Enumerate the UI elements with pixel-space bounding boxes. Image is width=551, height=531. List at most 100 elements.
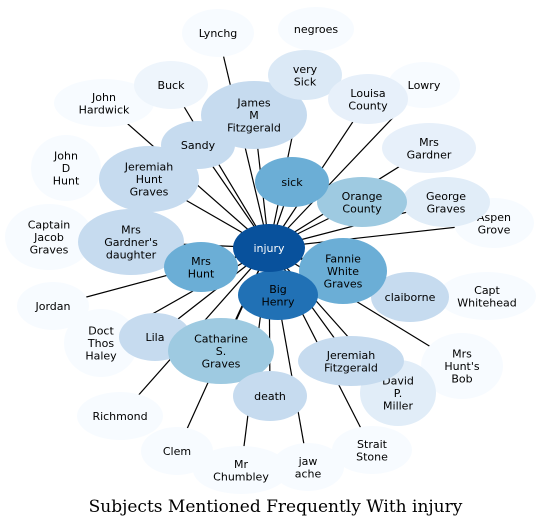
node-ellipse — [402, 177, 490, 227]
node-label: Thos — [87, 337, 114, 350]
node-label: Richmond — [92, 410, 147, 423]
node-label: Graves — [30, 244, 69, 257]
node-label: injury — [253, 242, 285, 255]
node-buck: Buck — [134, 61, 208, 109]
node-label: Gardner's — [104, 236, 158, 249]
node-label: D — [62, 162, 70, 175]
node-label: Clem — [163, 445, 191, 458]
node-label: Hunt's — [444, 360, 480, 373]
node-ellipse — [5, 204, 93, 270]
node-ellipse — [193, 446, 289, 494]
node-ellipse — [371, 272, 449, 322]
diagram-title: Subjects Mentioned Frequently With injur… — [88, 497, 463, 517]
edge-injury-buck — [170, 84, 270, 249]
node-ellipse — [17, 282, 89, 330]
node-label: Aspen — [477, 211, 511, 224]
node-label: Jacob — [33, 231, 64, 244]
node-ellipse — [238, 270, 318, 320]
node-ellipse — [134, 61, 208, 109]
node-label: Sick — [294, 75, 317, 88]
node-label: Strait — [357, 438, 388, 451]
node-ellipse — [299, 238, 387, 304]
node-ellipse — [164, 242, 238, 292]
node-ellipse — [233, 371, 307, 421]
node-label: Big — [269, 283, 287, 296]
node-label: Whitehead — [457, 296, 516, 309]
node-label: Graves — [324, 278, 363, 291]
node-clem: Clem — [141, 427, 213, 475]
node-label: daughter — [106, 249, 157, 262]
node-ellipse — [255, 157, 329, 207]
node-ellipse — [77, 392, 163, 440]
node-ellipse — [141, 427, 213, 475]
node-label: Graves — [427, 202, 466, 215]
node-label: John — [91, 91, 116, 104]
node-ellipse — [31, 135, 101, 201]
node-center-injury: injury — [233, 224, 305, 272]
node-label: Doct — [88, 325, 114, 338]
node-ellipse — [382, 123, 476, 173]
node-label: claiborne — [385, 291, 436, 304]
node-ellipse — [64, 309, 138, 377]
node-ellipse — [298, 336, 404, 386]
node-label: Fitzgerald — [227, 122, 281, 135]
node-label: Sandy — [181, 139, 216, 152]
node-ellipse — [332, 426, 412, 474]
node-label: George — [426, 190, 466, 203]
node-label: Catharine — [194, 333, 248, 346]
node-label: Haley — [85, 350, 117, 363]
node-ellipse — [278, 7, 354, 51]
node-ellipse — [54, 79, 154, 127]
node-label: White — [327, 265, 359, 278]
node-label: Orange — [342, 190, 383, 203]
node-ellipse — [328, 74, 408, 124]
node-label: Capt — [474, 284, 500, 297]
node-label: sick — [281, 176, 303, 189]
node-label: very — [293, 63, 318, 76]
node-label: Buck — [158, 79, 186, 92]
node-death: death — [233, 371, 307, 421]
node-ellipse — [99, 146, 199, 212]
node-label: S. — [216, 345, 226, 358]
node-label: Graves — [202, 358, 241, 371]
node-label: Lynchg — [199, 27, 238, 40]
node-label: John — [53, 150, 78, 163]
node-label: County — [348, 99, 388, 112]
node-label: Hunt — [188, 267, 215, 280]
node-label: ache — [295, 467, 322, 480]
node-label: Bob — [451, 373, 472, 386]
node-negroes: negroes — [278, 7, 354, 51]
node-label: Hunt — [136, 173, 163, 186]
node-richmond: Richmond — [77, 392, 163, 440]
node-label: Captain — [28, 219, 71, 232]
node-ellipse — [182, 9, 254, 57]
node-label: Jeremiah — [124, 161, 174, 174]
node-ellipse — [168, 318, 274, 384]
node-label: Henry — [261, 295, 295, 308]
node-label: Stone — [356, 450, 388, 463]
node-label: jaw — [298, 455, 318, 468]
node-claiborne: claiborne — [371, 272, 449, 322]
node-ellipse — [78, 209, 184, 275]
node-label: Fitzgerald — [324, 361, 378, 374]
